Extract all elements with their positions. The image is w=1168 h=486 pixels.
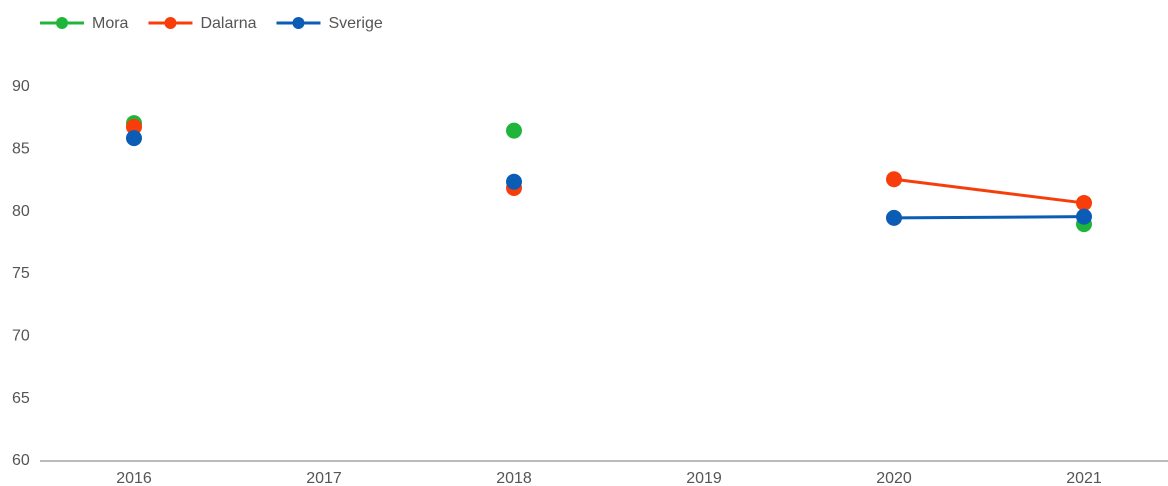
legend-label: Sverige bbox=[328, 15, 382, 32]
series-line bbox=[893, 177, 1085, 205]
data-point bbox=[126, 118, 142, 135]
data-point bbox=[886, 171, 902, 188]
x-tick-label: 2017 bbox=[306, 470, 342, 486]
y-tick-label: 75 bbox=[12, 265, 30, 282]
series-line bbox=[893, 215, 1085, 220]
data-point bbox=[886, 209, 902, 226]
data-point bbox=[506, 173, 522, 190]
x-tick-label: 2018 bbox=[496, 470, 532, 486]
data-point bbox=[126, 130, 142, 147]
y-tick-label: 70 bbox=[12, 328, 30, 345]
legend-dot bbox=[292, 17, 305, 29]
y-tick-label: 80 bbox=[12, 203, 30, 220]
data-point bbox=[506, 122, 522, 139]
legend-label: Mora bbox=[92, 15, 129, 32]
legend-label: Dalarna bbox=[200, 15, 256, 32]
y-tick-label: 85 bbox=[12, 141, 30, 158]
y-tick-label: 60 bbox=[12, 452, 30, 469]
data-point bbox=[1076, 208, 1092, 225]
x-tick-label: 2021 bbox=[1066, 470, 1102, 486]
legend-dot bbox=[56, 17, 68, 29]
data-point bbox=[1076, 194, 1092, 211]
x-tick-label: 2019 bbox=[686, 470, 722, 486]
x-tick-label: 2020 bbox=[876, 470, 912, 486]
x-tick-label: 2016 bbox=[116, 470, 152, 486]
y-tick-label: 90 bbox=[12, 78, 30, 95]
y-tick-label: 65 bbox=[12, 390, 30, 407]
legend-dot bbox=[164, 17, 177, 29]
